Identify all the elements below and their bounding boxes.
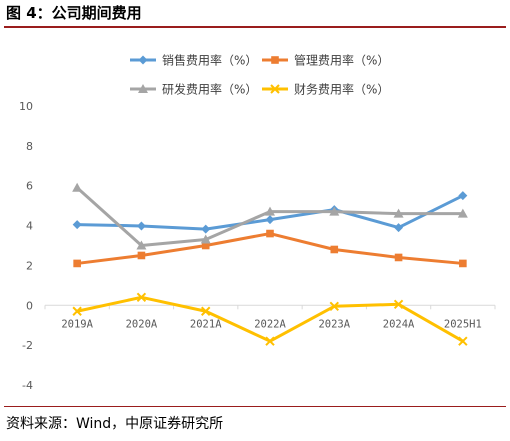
y-tick-label: 0 (26, 299, 33, 312)
y-tick-label: 8 (26, 140, 33, 153)
title-rule (4, 26, 506, 28)
source-rule (4, 406, 506, 407)
legend-item-3: 研发费用率（%） (130, 82, 257, 97)
x-tick-label: 2019A (61, 318, 93, 330)
y-tick-label: 10 (19, 100, 33, 113)
marker-stroke (136, 292, 147, 303)
legend-item-2: 管理费用率（%） (262, 53, 389, 68)
data-point-marker (201, 241, 210, 250)
data-point-marker (72, 306, 82, 316)
data-point-marker (201, 306, 211, 316)
legend-item-4: 财务费用率（%） (262, 82, 389, 97)
legend-label: 研发费用率（%） (162, 82, 257, 97)
y-axis: -4 -2 0 2 4 6 8 10 (19, 100, 33, 392)
data-point-marker (329, 301, 339, 311)
x-tick-label: 2020A (126, 318, 158, 330)
source-note: 资料来源：Wind，中原证券研究所 (6, 416, 224, 432)
marker-stroke (265, 336, 275, 346)
series-3 (72, 182, 468, 250)
x-tick-label: 2023A (318, 318, 350, 330)
marker-stroke (270, 84, 280, 94)
y-tick-label: 2 (26, 259, 33, 272)
data-point-marker (329, 206, 340, 216)
data-point-marker (458, 191, 468, 201)
data-point-marker (201, 224, 211, 234)
series-1 (72, 191, 468, 234)
data-point-marker (457, 208, 468, 218)
legend-label: 财务费用率（%） (294, 82, 389, 97)
x-tick-label: 2021A (190, 318, 222, 330)
marker-stroke (458, 336, 468, 346)
data-point-marker (266, 229, 274, 238)
marker-stroke (329, 301, 339, 311)
data-point-marker (393, 299, 404, 309)
data-point-marker (138, 55, 148, 65)
data-point-marker (72, 182, 83, 192)
x-tick-label: 2024A (383, 318, 415, 330)
data-point-marker (265, 206, 275, 216)
y-tick-label: 6 (26, 180, 33, 193)
data-point-marker (265, 336, 275, 346)
data-point-marker (136, 240, 147, 250)
data-point-marker (271, 56, 279, 64)
data-point-marker (459, 259, 467, 268)
data-point-marker (330, 245, 339, 254)
data-point-marker (393, 208, 404, 218)
data-point-marker (137, 251, 146, 260)
data-point-marker (200, 234, 211, 244)
marker-stroke (201, 306, 211, 316)
legend-label: 销售费用率（%） (162, 53, 257, 68)
chart-legend: 销售费用率（%） 管理费用率（%） 研发费用率（%） 财务费用率（%） (130, 53, 389, 97)
legend-label: 管理费用率（%） (294, 53, 389, 68)
data-point-marker (458, 336, 468, 346)
data-point-marker (394, 223, 404, 233)
x-tick-label: 2025H1 (444, 318, 482, 330)
data-point-marker (394, 253, 403, 262)
y-tick-label: 4 (26, 220, 33, 233)
legend-item-1: 销售费用率（%） (130, 53, 257, 68)
series-layer (72, 182, 468, 346)
data-point-marker (136, 221, 146, 231)
marker-stroke (393, 299, 404, 309)
marker-stroke (72, 306, 82, 316)
data-point-marker (138, 84, 148, 93)
x-tick-label: 2022A (254, 318, 286, 330)
figure-title: 图 4：公司期间费用 (6, 4, 142, 22)
data-point-marker (265, 215, 275, 225)
y-tick-label: -2 (22, 339, 33, 352)
series-4 (72, 292, 468, 346)
y-tick-label: -4 (22, 379, 33, 392)
series-2 (73, 229, 467, 268)
data-point-marker (73, 259, 81, 268)
data-point-marker (72, 220, 82, 230)
data-point-marker (136, 292, 147, 303)
x-axis: 2019A 2020A 2021A 2022A 2023A 2024A 2025H1 (44, 304, 496, 330)
data-point-marker (270, 84, 280, 94)
